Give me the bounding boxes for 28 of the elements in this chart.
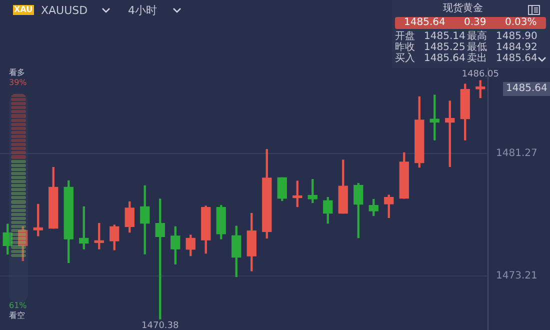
text: 1485.90 bbox=[496, 31, 538, 42]
text: 现货黄金 bbox=[443, 3, 483, 14]
annotation: 1485.64 bbox=[424, 53, 466, 64]
annotation: 看空 bbox=[9, 311, 25, 320]
annotation: 最低 bbox=[467, 42, 487, 53]
y-tick-label: 1473.21 bbox=[496, 270, 538, 282]
annotation: 1485.25 bbox=[424, 42, 466, 53]
annotation: 39% bbox=[9, 78, 27, 87]
annotation: 0.39 bbox=[464, 17, 486, 28]
annotation: 看多 bbox=[9, 68, 25, 77]
annotation: 卖出 bbox=[467, 53, 487, 64]
annotation: 1485.14 bbox=[424, 31, 466, 42]
text: 1485.64 bbox=[503, 82, 550, 96]
text: 1485.64 bbox=[496, 53, 538, 64]
chart-title: XAUUSD bbox=[41, 4, 88, 17]
annotation: 1486.05 bbox=[462, 69, 499, 80]
y-tick-label: 1481.27 bbox=[496, 148, 538, 159]
annotation: 买入 bbox=[395, 53, 415, 64]
annotation: 1470.38 bbox=[142, 320, 180, 330]
annotation: 昨收 bbox=[395, 42, 415, 53]
text: 0.03% bbox=[505, 17, 537, 28]
annotation: 61% bbox=[9, 301, 27, 310]
annotation: 1485.64 bbox=[404, 17, 446, 28]
annotation: 最高 bbox=[467, 31, 487, 42]
text: 1484.92 bbox=[496, 42, 538, 53]
chart-subtitle: 4小时 bbox=[128, 4, 157, 17]
annotation: 开盘 bbox=[395, 31, 415, 42]
text: XAU bbox=[13, 5, 34, 15]
